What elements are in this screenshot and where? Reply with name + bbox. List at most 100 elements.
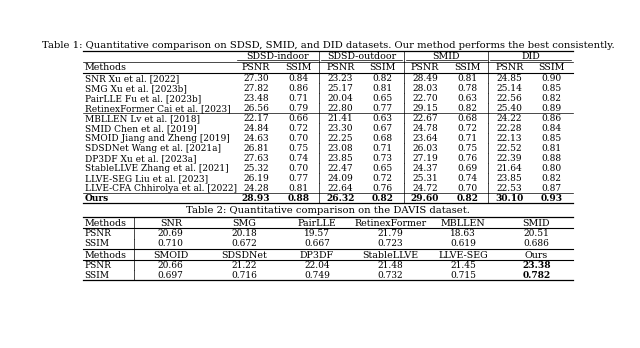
Text: 0.710: 0.710 bbox=[158, 239, 184, 248]
Text: 0.66: 0.66 bbox=[288, 114, 308, 123]
Text: 26.56: 26.56 bbox=[243, 104, 269, 113]
Text: SSIM: SSIM bbox=[370, 63, 396, 72]
Text: SNR Xu et al. [2022]: SNR Xu et al. [2022] bbox=[84, 74, 179, 83]
Text: 0.77: 0.77 bbox=[288, 174, 308, 183]
Text: 0.85: 0.85 bbox=[541, 84, 562, 93]
Text: 0.89: 0.89 bbox=[541, 104, 562, 113]
Text: 0.77: 0.77 bbox=[372, 104, 393, 113]
Text: 0.71: 0.71 bbox=[457, 134, 477, 143]
Text: 0.749: 0.749 bbox=[304, 271, 330, 280]
Text: 0.686: 0.686 bbox=[524, 239, 549, 248]
Text: 28.49: 28.49 bbox=[412, 74, 438, 83]
Text: 27.63: 27.63 bbox=[243, 154, 269, 163]
Text: 22.13: 22.13 bbox=[497, 134, 522, 143]
Text: 0.80: 0.80 bbox=[541, 164, 562, 173]
Text: 27.30: 27.30 bbox=[243, 74, 269, 83]
Text: 20.04: 20.04 bbox=[328, 94, 353, 103]
Text: 24.37: 24.37 bbox=[412, 164, 438, 173]
Text: 0.79: 0.79 bbox=[288, 104, 308, 113]
Text: 24.09: 24.09 bbox=[328, 174, 353, 183]
Text: 0.63: 0.63 bbox=[373, 114, 393, 123]
Text: 21.48: 21.48 bbox=[377, 261, 403, 270]
Text: MBLLEN: MBLLEN bbox=[441, 219, 486, 228]
Text: PSNR: PSNR bbox=[411, 63, 439, 72]
Text: 0.71: 0.71 bbox=[288, 94, 308, 103]
Text: 0.82: 0.82 bbox=[372, 194, 394, 203]
Text: DID: DID bbox=[522, 52, 540, 61]
Text: Table 2: Quantitative comparison on the DAVIS dataset.: Table 2: Quantitative comparison on the … bbox=[186, 206, 470, 215]
Text: 0.71: 0.71 bbox=[372, 144, 393, 153]
Text: 22.64: 22.64 bbox=[328, 184, 353, 193]
Text: 0.716: 0.716 bbox=[231, 271, 257, 280]
Text: 26.19: 26.19 bbox=[243, 174, 269, 183]
Text: 23.30: 23.30 bbox=[328, 124, 353, 133]
Text: 0.619: 0.619 bbox=[451, 239, 476, 248]
Text: 0.74: 0.74 bbox=[288, 154, 308, 163]
Text: Table 1: Quantitative comparison on SDSD, SMID, and DID datasets. Our method per: Table 1: Quantitative comparison on SDSD… bbox=[42, 41, 614, 50]
Text: 21.64: 21.64 bbox=[497, 164, 522, 173]
Text: 25.32: 25.32 bbox=[243, 164, 269, 173]
Text: 0.667: 0.667 bbox=[304, 239, 330, 248]
Text: 21.45: 21.45 bbox=[451, 261, 476, 270]
Text: 28.93: 28.93 bbox=[242, 194, 271, 203]
Text: SMID Chen et al. [2019]: SMID Chen et al. [2019] bbox=[84, 124, 196, 133]
Text: 22.67: 22.67 bbox=[412, 114, 438, 123]
Text: 0.73: 0.73 bbox=[373, 154, 393, 163]
Text: 0.68: 0.68 bbox=[372, 134, 393, 143]
Text: 0.75: 0.75 bbox=[457, 144, 477, 153]
Text: 26.03: 26.03 bbox=[412, 144, 438, 153]
Text: 25.14: 25.14 bbox=[497, 84, 522, 93]
Text: 29.60: 29.60 bbox=[411, 194, 439, 203]
Text: 22.56: 22.56 bbox=[497, 94, 522, 103]
Text: 0.76: 0.76 bbox=[457, 154, 477, 163]
Text: 24.63: 24.63 bbox=[243, 134, 269, 143]
Text: 0.84: 0.84 bbox=[288, 74, 308, 83]
Text: 28.03: 28.03 bbox=[412, 84, 438, 93]
Text: 0.93: 0.93 bbox=[541, 194, 563, 203]
Text: 0.69: 0.69 bbox=[457, 164, 477, 173]
Text: PairLLE: PairLLE bbox=[298, 219, 337, 228]
Text: DP3DF: DP3DF bbox=[300, 251, 334, 260]
Text: SMID: SMID bbox=[523, 219, 550, 228]
Text: LLVE-CFA Chhirolya et al. [2022]: LLVE-CFA Chhirolya et al. [2022] bbox=[84, 184, 237, 193]
Text: 22.28: 22.28 bbox=[497, 124, 522, 133]
Text: MBLLEN Lv et al. [2018]: MBLLEN Lv et al. [2018] bbox=[84, 114, 200, 123]
Text: Methods: Methods bbox=[84, 219, 127, 228]
Text: SDSDNet: SDSDNet bbox=[221, 251, 267, 260]
Text: 20.18: 20.18 bbox=[231, 229, 257, 238]
Text: 23.85: 23.85 bbox=[328, 154, 353, 163]
Text: 22.80: 22.80 bbox=[328, 104, 353, 113]
Text: 24.85: 24.85 bbox=[497, 74, 522, 83]
Text: 0.88: 0.88 bbox=[287, 194, 309, 203]
Text: SMG Xu et al. [2023b]: SMG Xu et al. [2023b] bbox=[84, 84, 186, 93]
Text: 0.84: 0.84 bbox=[541, 124, 562, 133]
Text: 0.81: 0.81 bbox=[457, 74, 477, 83]
Text: PSNR: PSNR bbox=[84, 229, 111, 238]
Text: 0.81: 0.81 bbox=[288, 184, 308, 193]
Text: SMID: SMID bbox=[433, 52, 460, 61]
Text: 0.782: 0.782 bbox=[522, 271, 550, 280]
Text: 22.52: 22.52 bbox=[497, 144, 522, 153]
Text: 26.32: 26.32 bbox=[326, 194, 355, 203]
Text: 0.90: 0.90 bbox=[541, 74, 562, 83]
Text: 0.82: 0.82 bbox=[542, 94, 562, 103]
Text: 20.51: 20.51 bbox=[524, 229, 549, 238]
Text: RetinexFormer Cai et al. [2023]: RetinexFormer Cai et al. [2023] bbox=[84, 104, 230, 113]
Text: 25.17: 25.17 bbox=[328, 84, 353, 93]
Text: 0.63: 0.63 bbox=[458, 94, 477, 103]
Text: 25.40: 25.40 bbox=[497, 104, 522, 113]
Text: 0.87: 0.87 bbox=[541, 184, 562, 193]
Text: SSIM: SSIM bbox=[84, 271, 109, 280]
Text: 29.15: 29.15 bbox=[412, 104, 438, 113]
Text: Ours: Ours bbox=[84, 194, 109, 203]
Text: 20.66: 20.66 bbox=[158, 261, 184, 270]
Text: 24.22: 24.22 bbox=[497, 114, 522, 123]
Text: 0.86: 0.86 bbox=[288, 84, 308, 93]
Text: 22.04: 22.04 bbox=[304, 261, 330, 270]
Text: Methods: Methods bbox=[84, 251, 127, 260]
Text: 0.86: 0.86 bbox=[541, 114, 562, 123]
Text: SSIM: SSIM bbox=[539, 63, 565, 72]
Text: 27.19: 27.19 bbox=[412, 154, 438, 163]
Text: 0.72: 0.72 bbox=[458, 124, 477, 133]
Text: 0.72: 0.72 bbox=[289, 124, 308, 133]
